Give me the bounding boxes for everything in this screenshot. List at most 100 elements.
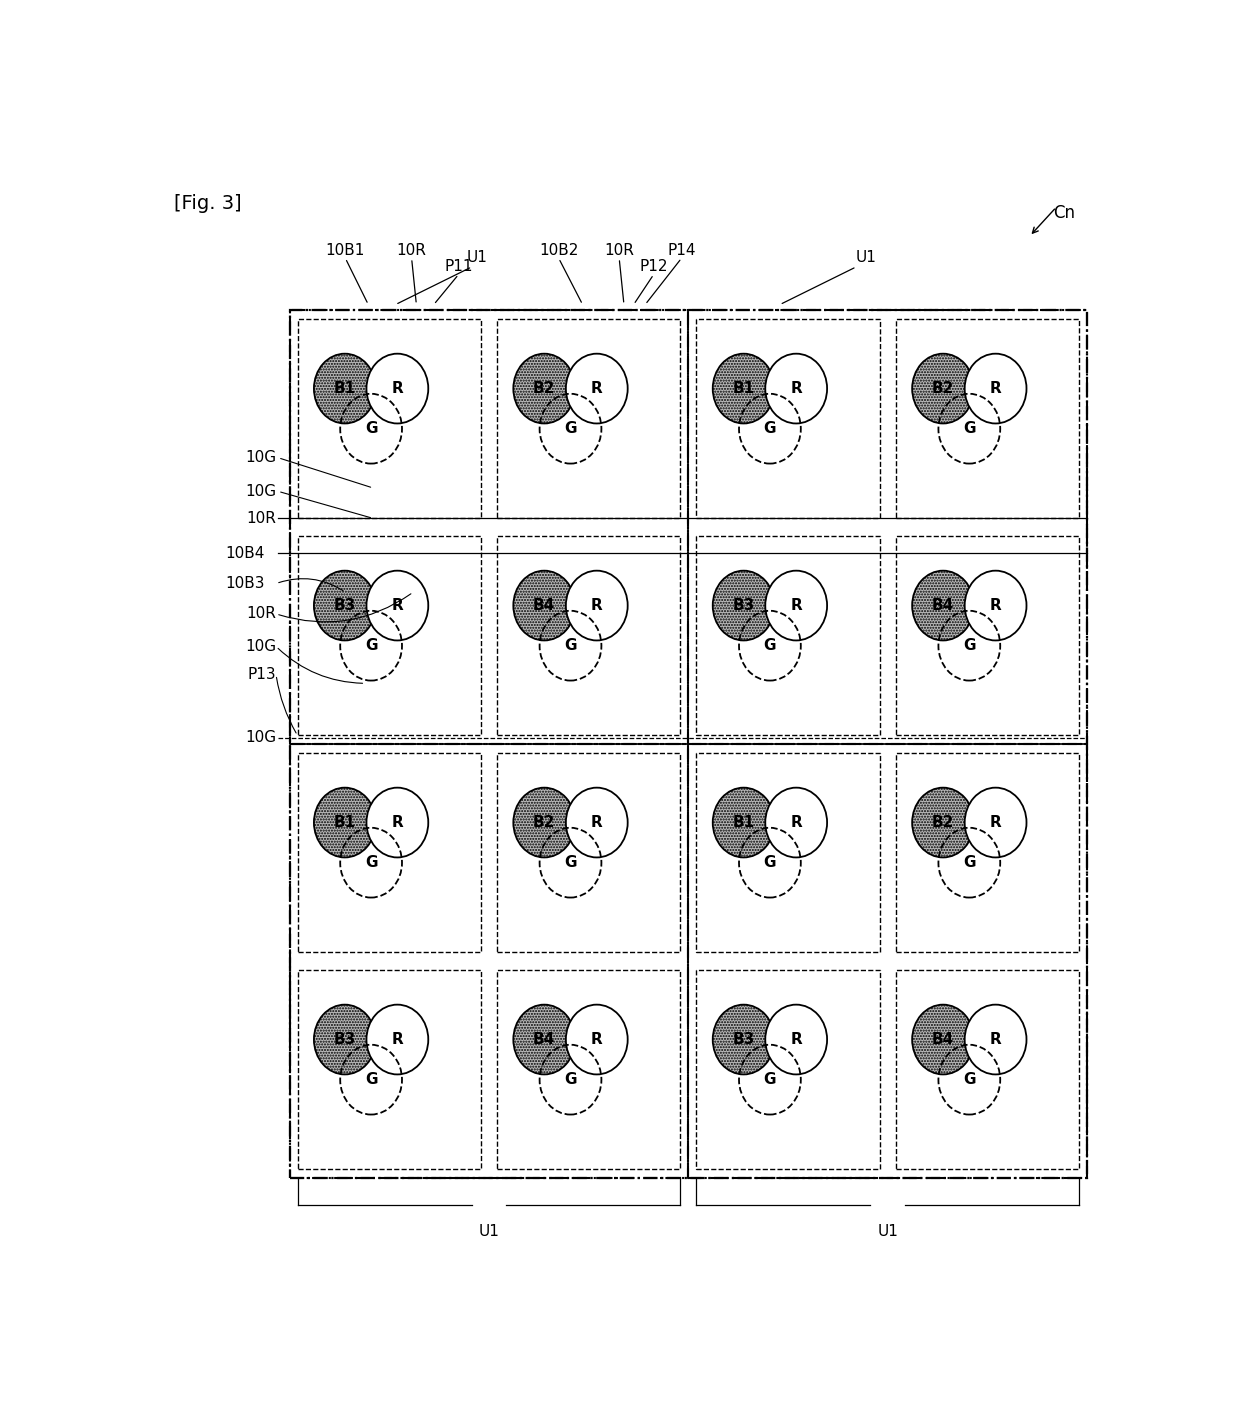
Text: 10B3: 10B3 bbox=[224, 576, 264, 590]
Bar bbox=[497, 535, 681, 735]
Circle shape bbox=[913, 1005, 973, 1075]
Bar bbox=[497, 969, 681, 1169]
Bar bbox=[290, 310, 688, 744]
Text: R: R bbox=[591, 380, 603, 396]
Text: G: G bbox=[365, 1072, 377, 1088]
Text: B3: B3 bbox=[733, 1031, 755, 1047]
Circle shape bbox=[913, 571, 973, 641]
Text: B4: B4 bbox=[932, 597, 954, 613]
Circle shape bbox=[314, 1005, 376, 1075]
Circle shape bbox=[765, 1005, 827, 1075]
Text: 10G: 10G bbox=[246, 483, 277, 499]
Circle shape bbox=[565, 788, 627, 858]
Text: G: G bbox=[764, 1072, 776, 1088]
Text: G: G bbox=[365, 855, 377, 871]
Text: R: R bbox=[392, 597, 403, 613]
Text: [Fig. 3]: [Fig. 3] bbox=[174, 194, 242, 213]
Text: G: G bbox=[963, 855, 976, 871]
Text: G: G bbox=[564, 855, 577, 871]
Bar bbox=[298, 969, 481, 1169]
Text: 10R: 10R bbox=[397, 242, 427, 258]
Text: R: R bbox=[591, 597, 603, 613]
Text: R: R bbox=[990, 814, 1002, 830]
Text: B2: B2 bbox=[533, 814, 556, 830]
Text: G: G bbox=[963, 1072, 976, 1088]
Text: B4: B4 bbox=[932, 1031, 954, 1047]
Circle shape bbox=[513, 788, 575, 858]
Text: R: R bbox=[591, 1031, 603, 1047]
Bar bbox=[497, 752, 681, 952]
Text: G: G bbox=[564, 421, 577, 437]
Circle shape bbox=[367, 571, 428, 641]
Text: G: G bbox=[963, 421, 976, 437]
Text: P13: P13 bbox=[248, 666, 277, 682]
Text: 10G: 10G bbox=[246, 730, 277, 745]
Circle shape bbox=[713, 571, 775, 641]
Text: B2: B2 bbox=[533, 380, 556, 396]
Circle shape bbox=[513, 571, 575, 641]
Text: R: R bbox=[392, 814, 403, 830]
Text: R: R bbox=[392, 1031, 403, 1047]
Bar bbox=[298, 535, 481, 735]
Text: R: R bbox=[392, 380, 403, 396]
Circle shape bbox=[565, 571, 627, 641]
Text: P12: P12 bbox=[640, 259, 668, 275]
Bar bbox=[895, 535, 1079, 735]
Bar bbox=[688, 744, 1087, 1178]
Text: U1: U1 bbox=[878, 1223, 898, 1239]
Text: 10B4: 10B4 bbox=[226, 545, 264, 561]
Circle shape bbox=[513, 354, 575, 424]
Text: B1: B1 bbox=[733, 380, 755, 396]
Text: B3: B3 bbox=[334, 597, 356, 613]
Text: G: G bbox=[365, 421, 377, 437]
Circle shape bbox=[314, 788, 376, 858]
Bar bbox=[697, 318, 880, 519]
Circle shape bbox=[565, 1005, 627, 1075]
Text: 10G: 10G bbox=[246, 449, 277, 465]
Circle shape bbox=[367, 1005, 428, 1075]
Text: R: R bbox=[790, 1031, 802, 1047]
Text: 10R: 10R bbox=[604, 242, 634, 258]
Text: G: G bbox=[564, 1072, 577, 1088]
Circle shape bbox=[913, 354, 973, 424]
Text: R: R bbox=[591, 814, 603, 830]
Text: P14: P14 bbox=[667, 242, 696, 258]
Text: R: R bbox=[790, 814, 802, 830]
Text: U1: U1 bbox=[466, 249, 487, 265]
Bar bbox=[298, 752, 481, 952]
Circle shape bbox=[367, 788, 428, 858]
Text: B2: B2 bbox=[932, 380, 955, 396]
Bar bbox=[697, 969, 880, 1169]
Bar bbox=[298, 318, 481, 519]
Text: U1: U1 bbox=[479, 1223, 500, 1239]
Text: 10B1: 10B1 bbox=[326, 242, 365, 258]
Circle shape bbox=[314, 571, 376, 641]
Bar bbox=[895, 318, 1079, 519]
Circle shape bbox=[965, 788, 1027, 858]
Text: G: G bbox=[764, 638, 776, 654]
Text: R: R bbox=[790, 380, 802, 396]
Circle shape bbox=[367, 354, 428, 424]
Text: 10R: 10R bbox=[247, 606, 277, 621]
Circle shape bbox=[765, 354, 827, 424]
Circle shape bbox=[713, 354, 775, 424]
Circle shape bbox=[913, 788, 973, 858]
Text: G: G bbox=[963, 638, 976, 654]
Text: B4: B4 bbox=[533, 1031, 556, 1047]
Text: B3: B3 bbox=[733, 597, 755, 613]
Text: B3: B3 bbox=[334, 1031, 356, 1047]
Text: B1: B1 bbox=[334, 814, 356, 830]
Text: R: R bbox=[990, 380, 1002, 396]
Text: 10R: 10R bbox=[247, 511, 277, 526]
Bar bbox=[697, 752, 880, 952]
Text: B4: B4 bbox=[533, 597, 556, 613]
Circle shape bbox=[965, 354, 1027, 424]
Text: Cn: Cn bbox=[1054, 204, 1075, 221]
Circle shape bbox=[965, 571, 1027, 641]
Circle shape bbox=[314, 354, 376, 424]
Bar bbox=[895, 752, 1079, 952]
Text: B2: B2 bbox=[932, 814, 955, 830]
Circle shape bbox=[513, 1005, 575, 1075]
Bar bbox=[697, 535, 880, 735]
Bar bbox=[688, 310, 1087, 744]
